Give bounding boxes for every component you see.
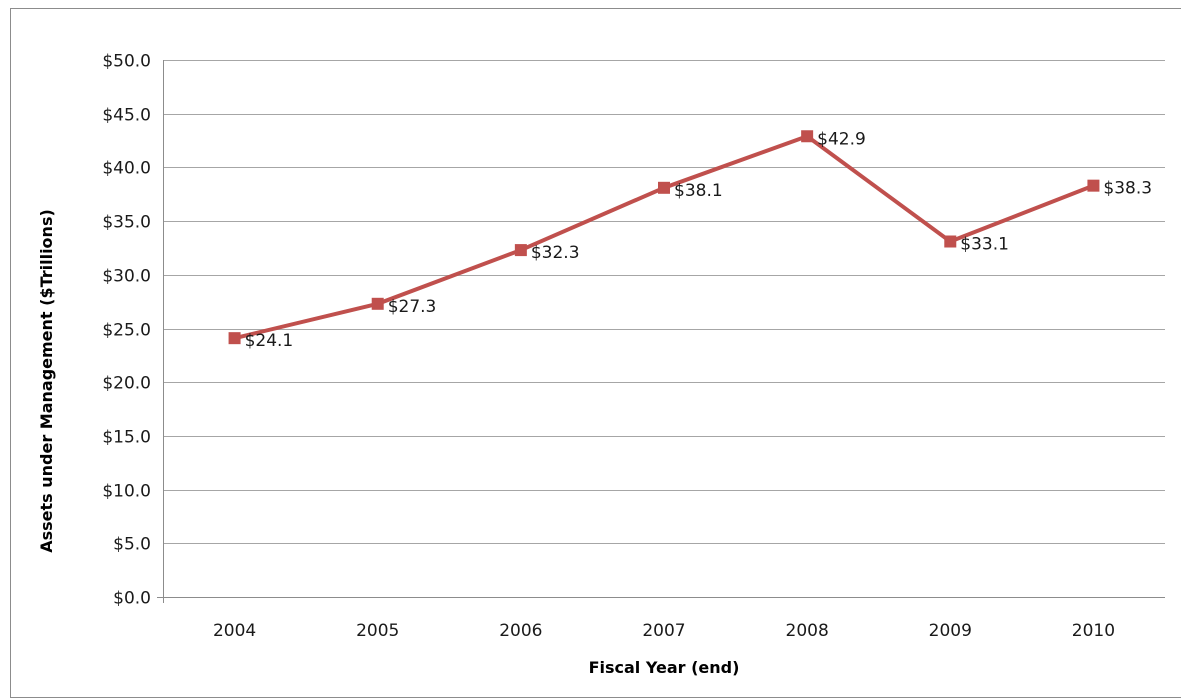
y-axis-title: Assets under Management ($Trillions) <box>37 209 56 553</box>
data-point-marker <box>801 130 814 143</box>
y-tick-label: $35.0 <box>102 213 151 233</box>
chart-frame <box>10 8 1181 698</box>
data-label: $24.1 <box>245 331 294 351</box>
data-label: $32.3 <box>531 243 580 263</box>
data-point-marker <box>658 181 670 194</box>
data-point-marker <box>944 235 957 248</box>
y-tick-label: $0.0 <box>113 589 151 609</box>
y-tick-label: $45.0 <box>102 106 151 126</box>
data-label: $38.3 <box>1103 179 1152 199</box>
y-tick-label: $40.0 <box>102 159 151 179</box>
data-point-marker <box>1087 179 1100 192</box>
series-line-layer <box>228 130 1100 345</box>
x-tick-label: 2004 <box>213 621 256 641</box>
y-tick-label: $15.0 <box>102 428 151 448</box>
data-point-marker <box>371 297 384 310</box>
y-tick-label: $50.0 <box>102 52 151 72</box>
x-tick-label: 2006 <box>499 621 542 641</box>
data-label: $27.3 <box>388 297 437 317</box>
data-label: $38.1 <box>674 181 723 201</box>
data-label: $33.1 <box>960 235 1009 255</box>
y-tick-label: $20.0 <box>102 374 151 394</box>
data-point-marker <box>514 244 527 257</box>
data-labels: $24.1 $27.3 $32.3 $38.1 $42.9 $33.1 $38.3 <box>245 129 1153 351</box>
y-tick-label: $30.0 <box>102 267 151 287</box>
y-tick-label: $5.0 <box>113 535 151 555</box>
x-tick-label: 2010 <box>1072 621 1115 641</box>
y-tick-label: $25.0 <box>102 321 151 341</box>
data-point-marker <box>228 332 241 345</box>
x-axis-title: Fiscal Year (end) <box>589 658 740 677</box>
line-chart: $0.0 $5.0 $10.0 $15.0 $20.0 $25.0 $30.0 $35.0 $4… <box>37 52 1165 677</box>
gridlines <box>157 60 1165 603</box>
y-tick-label: $10.0 <box>102 482 151 502</box>
x-tick-label: 2005 <box>356 621 399 641</box>
x-tick-label: 2009 <box>929 621 972 641</box>
x-tick-label: 2007 <box>642 621 685 641</box>
data-label: $42.9 <box>817 129 866 149</box>
x-tick-labels: 2004 2005 2006 2007 2008 2009 2010 <box>213 621 1115 641</box>
x-tick-label: 2008 <box>786 621 829 641</box>
y-tick-labels: $0.0 $5.0 $10.0 $15.0 $20.0 $25.0 $30.0 $35.0 $4… <box>102 52 151 609</box>
